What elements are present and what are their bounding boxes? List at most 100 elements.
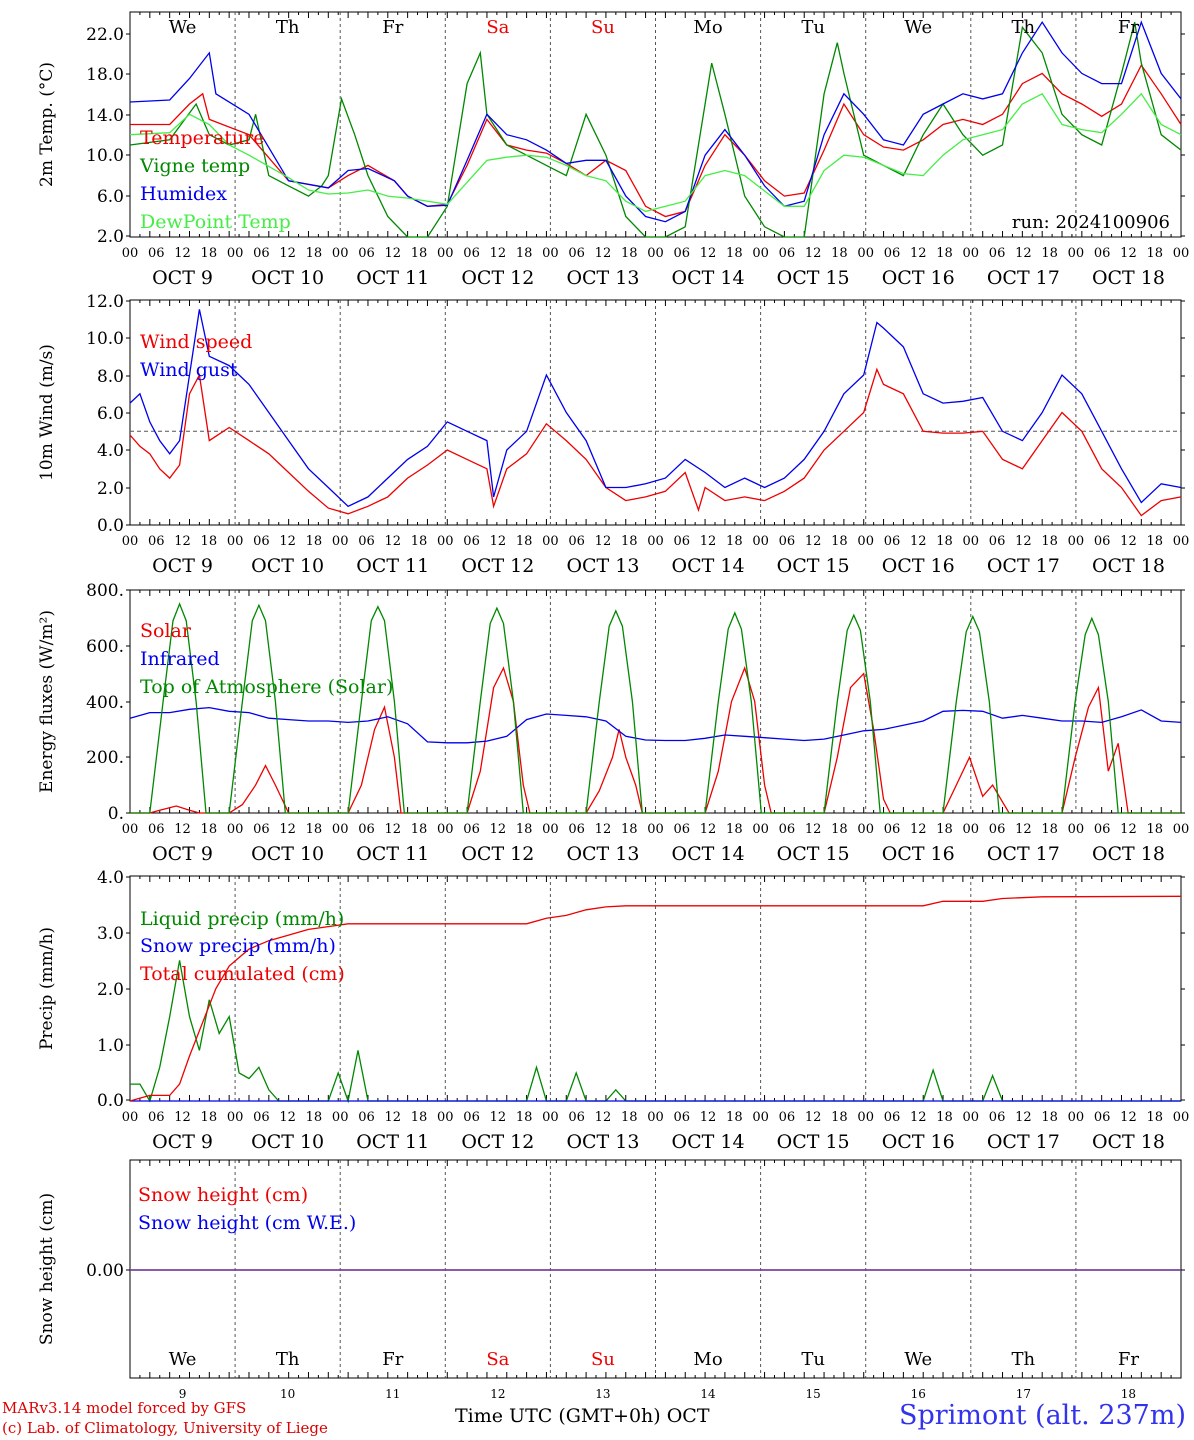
date-label: OCT 10 (251, 843, 324, 865)
hour-tick-label: 12 (1015, 822, 1032, 837)
legend-entry: Liquid precip (mm/h) (140, 908, 344, 930)
legend-entry: Wind gust (140, 359, 238, 381)
legend-entry: Humidex (140, 183, 227, 205)
hour-tick-label: 06 (253, 1110, 270, 1125)
series-line (129, 22, 1182, 238)
day-number-label: 18 (1121, 1387, 1136, 1401)
hour-tick-label: 00 (332, 1110, 349, 1125)
y-tick-label: 10.0 (86, 329, 124, 349)
date-label: OCT 16 (882, 267, 955, 289)
date-label: OCT 17 (987, 267, 1060, 289)
hour-tick-label: 00 (1068, 1110, 1085, 1125)
date-label: OCT 18 (1092, 555, 1165, 577)
weekday-label: Mo (693, 17, 722, 38)
hour-tick-label: 00 (542, 534, 559, 549)
hour-tick-label: 12 (490, 534, 507, 549)
series-line (130, 666, 1181, 814)
hour-tick-label: 00 (332, 246, 349, 261)
weekday-label: Fr (382, 1349, 403, 1370)
hour-tick-label: 18 (621, 822, 638, 837)
y-tick-label: 600. (86, 637, 124, 657)
hour-tick-label: 12 (595, 534, 612, 549)
legend-entry: Top of Atmosphere (Solar) (140, 676, 393, 698)
hour-tick-label: 00 (1173, 1110, 1190, 1125)
hour-tick-label: 12 (910, 822, 927, 837)
date-label: OCT 12 (461, 555, 534, 577)
legend-entry: Snow height (cm) (138, 1184, 308, 1206)
hour-tick-label: 06 (884, 822, 901, 837)
hour-tick-label: 00 (1173, 246, 1190, 261)
y-tick-label: 800. (86, 581, 124, 601)
hour-tick-label: 00 (963, 246, 980, 261)
weekday-label: Th (1012, 1349, 1036, 1370)
hour-tick-label: 12 (384, 1110, 401, 1125)
weekday-label: Su (591, 1349, 615, 1370)
series-line (129, 20, 1182, 223)
hour-tick-label: 06 (358, 246, 375, 261)
date-label: OCT 9 (152, 843, 213, 865)
hour-tick-label: 12 (595, 1110, 612, 1125)
hour-tick-label: 06 (779, 1110, 796, 1125)
panel-1-frame (129, 11, 1182, 238)
hour-tick-label: 00 (332, 534, 349, 549)
hour-tick-label: 18 (411, 1110, 428, 1125)
day-number-label: 10 (280, 1387, 295, 1401)
legend-entry: Temperature (140, 127, 264, 149)
hour-tick-label: 12 (805, 246, 822, 261)
legend-entry: Snow height (cm W.E.) (138, 1212, 356, 1234)
weekday-label: Fr (1118, 17, 1139, 38)
y-tick-label: 0.0 (97, 1091, 124, 1111)
y-axis-label: Precip (mm/h) (37, 927, 57, 1050)
date-label: OCT 9 (152, 555, 213, 577)
date-label: OCT 12 (461, 267, 534, 289)
hour-tick-label: 18 (831, 534, 848, 549)
hour-tick-label: 18 (621, 1110, 638, 1125)
hour-tick-label: 18 (411, 534, 428, 549)
y-tick-label: 4.0 (97, 868, 124, 888)
hour-tick-label: 06 (148, 1110, 165, 1125)
hour-tick-label: 00 (1068, 534, 1085, 549)
hour-tick-label: 12 (1120, 822, 1137, 837)
hour-tick-label: 18 (306, 246, 323, 261)
hour-tick-label: 12 (910, 246, 927, 261)
y-axis-label: Energy fluxes (W/m²) (37, 610, 57, 793)
hour-tick-label: 12 (490, 822, 507, 837)
date-label: OCT 15 (777, 267, 850, 289)
hour-tick-label: 12 (700, 822, 717, 837)
hour-tick-label: 12 (384, 246, 401, 261)
date-label: OCT 18 (1092, 1131, 1165, 1153)
hour-tick-label: 06 (1094, 534, 1111, 549)
hour-tick-label: 12 (279, 1110, 296, 1125)
hour-tick-label: 06 (884, 1110, 901, 1125)
hour-tick-label: 12 (174, 1110, 191, 1125)
day-number-label: 15 (806, 1387, 821, 1401)
hour-tick-label: 00 (1173, 822, 1190, 837)
hour-tick-label: 06 (358, 1110, 375, 1125)
hour-tick-label: 00 (122, 534, 139, 549)
hour-tick-label: 18 (306, 1110, 323, 1125)
hour-tick-label: 06 (989, 246, 1006, 261)
date-label: OCT 13 (566, 267, 639, 289)
hour-tick-label: 06 (253, 822, 270, 837)
hour-tick-label: 06 (779, 534, 796, 549)
day-number-label: 11 (385, 1387, 400, 1401)
y-tick-label: 2.0 (97, 479, 124, 499)
hour-tick-label: 12 (805, 822, 822, 837)
x-axis-title: Time UTC (GMT+0h) OCT (455, 1405, 710, 1427)
y-tick-label: 0.00 (86, 1261, 124, 1281)
date-label: OCT 14 (672, 1131, 745, 1153)
date-label: OCT 12 (461, 843, 534, 865)
hour-tick-label: 18 (621, 534, 638, 549)
day-number-label: 13 (595, 1387, 610, 1401)
date-label: OCT 16 (882, 843, 955, 865)
y-tick-label: 3.0 (97, 924, 124, 944)
hour-tick-label: 18 (936, 822, 953, 837)
hour-tick-label: 12 (384, 534, 401, 549)
date-label: OCT 16 (882, 555, 955, 577)
hour-tick-label: 00 (647, 822, 664, 837)
hour-tick-label: 18 (936, 534, 953, 549)
hour-tick-label: 06 (568, 246, 585, 261)
date-label: OCT 9 (152, 1131, 213, 1153)
y-tick-label: 2.0 (97, 980, 124, 1000)
hour-tick-label: 18 (411, 246, 428, 261)
